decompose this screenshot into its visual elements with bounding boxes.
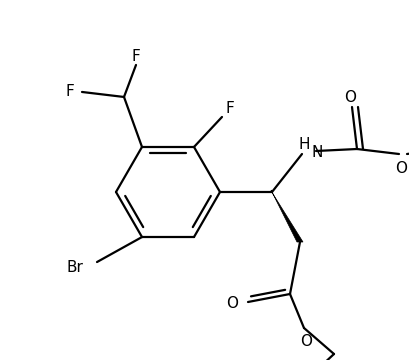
Text: O: O [225, 297, 237, 311]
Text: F: F [225, 102, 234, 117]
Text: O: O [394, 161, 406, 176]
Text: O: O [299, 334, 311, 350]
Text: F: F [131, 49, 140, 64]
Polygon shape [270, 190, 302, 242]
Text: H: H [297, 136, 309, 152]
Text: O: O [343, 90, 355, 104]
Text: Br: Br [66, 260, 83, 275]
Text: N: N [311, 144, 323, 159]
Text: F: F [65, 85, 74, 99]
